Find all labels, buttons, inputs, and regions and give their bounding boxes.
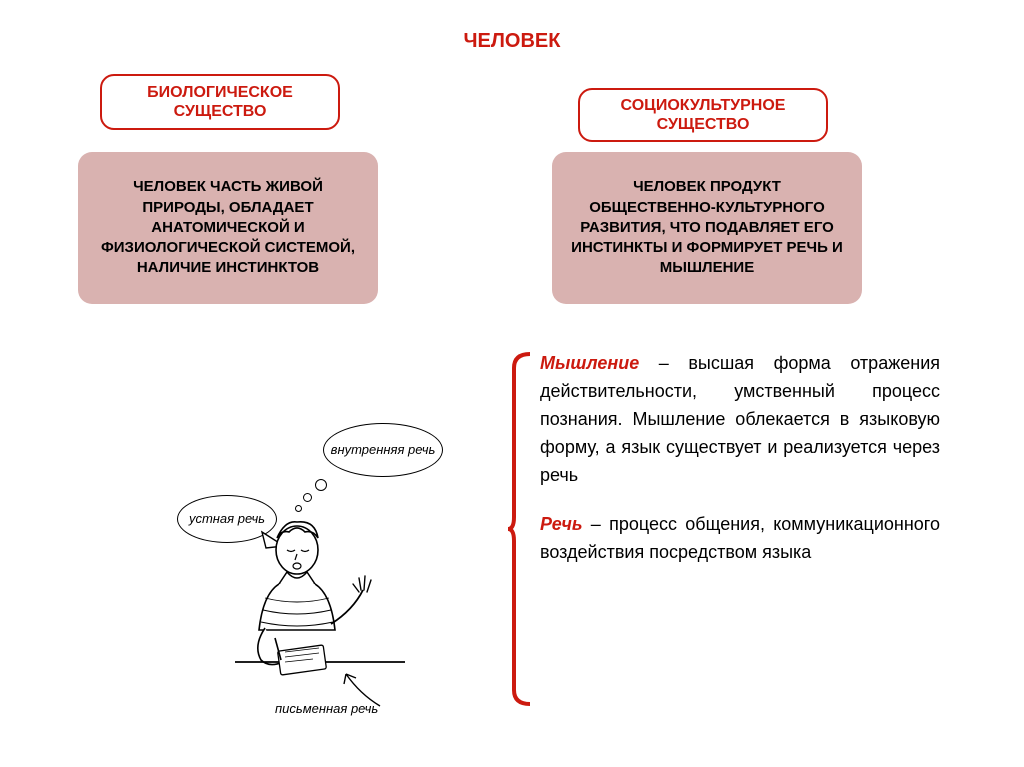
main-title: ЧЕЛОВЕК xyxy=(464,30,561,53)
person-icon xyxy=(235,510,405,680)
left-desc-box: ЧЕЛОВЕК ЧАСТЬ ЖИВОЙ ПРИРОДЫ, ОБЛАДАЕТ АН… xyxy=(78,152,378,304)
caption-written-speech: письменная речь xyxy=(275,701,378,716)
definition-thinking: Мышление – высшая форма отражения действ… xyxy=(540,350,940,489)
term-speech: Речь xyxy=(540,514,583,534)
thought-dot-1 xyxy=(315,479,327,491)
student-illustration: внутренняя речь устная речь xyxy=(165,415,455,725)
bubble-inner-text: внутренняя речь xyxy=(331,443,436,457)
right-desc-text: ЧЕЛОВЕК ПРОДУКТ ОБЩЕСТВЕННО-КУЛЬТУРНОГО … xyxy=(570,177,844,278)
thought-dot-2 xyxy=(303,493,312,502)
right-desc-box: ЧЕЛОВЕК ПРОДУКТ ОБЩЕСТВЕННО-КУЛЬТУРНОГО … xyxy=(552,152,862,304)
term-thinking: Мышление xyxy=(540,353,639,373)
left-header-box: БИОЛОГИЧЕСКОЕ СУЩЕСТВО xyxy=(100,74,340,130)
right-header-box: СОЦИОКУЛЬТУРНОЕ СУЩЕСТВО xyxy=(578,88,828,142)
body-speech: – процесс общения, коммуникационного воз… xyxy=(540,514,940,562)
left-desc-text: ЧЕЛОВЕК ЧАСТЬ ЖИВОЙ ПРИРОДЫ, ОБЛАДАЕТ АН… xyxy=(96,177,360,278)
left-header-text: БИОЛОГИЧЕСКОЕ СУЩЕСТВО xyxy=(116,83,324,121)
definition-speech: Речь – процесс общения, коммуникационног… xyxy=(540,511,940,567)
bubble-inner-speech: внутренняя речь xyxy=(323,423,443,477)
bracket-icon xyxy=(508,352,530,706)
right-header-text: СОЦИОКУЛЬТУРНОЕ СУЩЕСТВО xyxy=(594,96,812,134)
definitions-block: Мышление – высшая форма отражения действ… xyxy=(540,350,940,567)
